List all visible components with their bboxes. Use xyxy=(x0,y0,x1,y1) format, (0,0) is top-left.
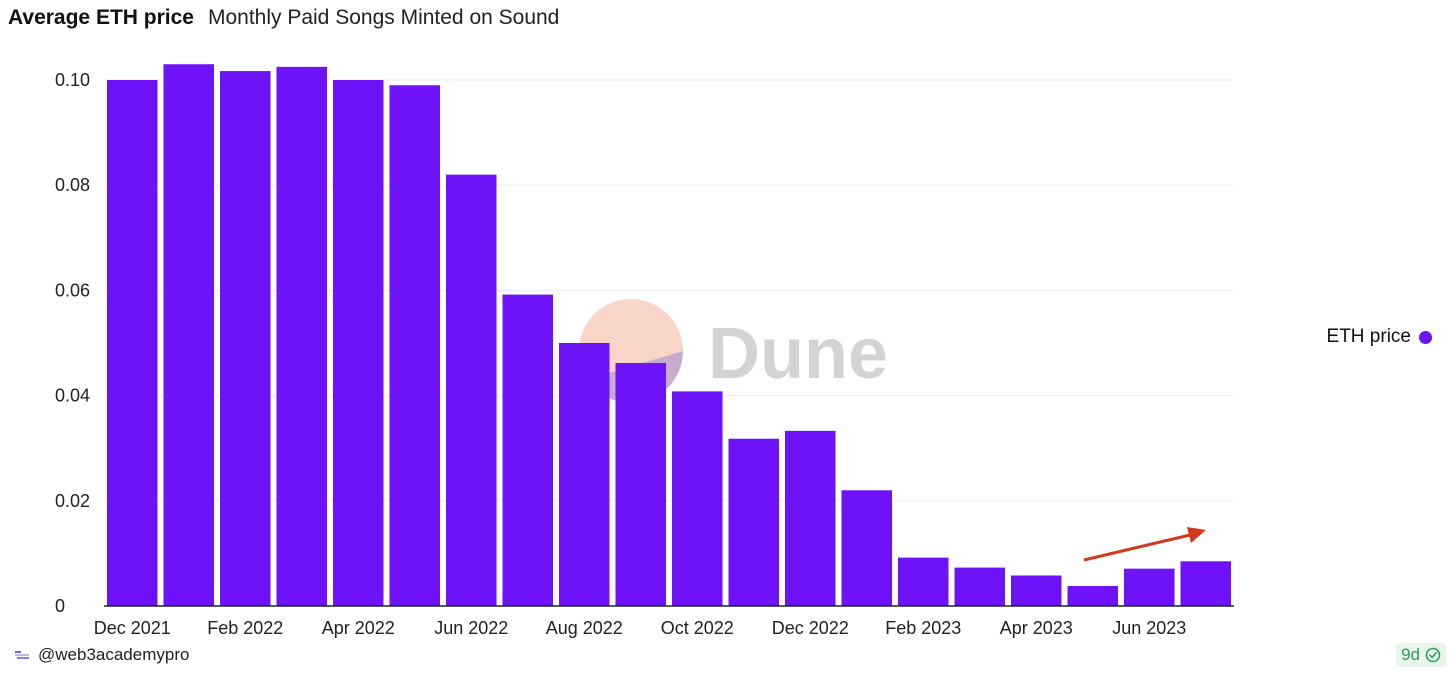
y-tick-label: 0.02 xyxy=(55,491,90,511)
legend[interactable]: ETH price xyxy=(1327,326,1432,348)
x-tick-label: Apr 2023 xyxy=(1000,618,1073,638)
y-axis: 0 0.02 0.04 0.06 0.08 0.10 xyxy=(55,70,90,616)
trend-arrow-line xyxy=(1083,533,1191,562)
bar[interactable] xyxy=(898,557,949,606)
check-circle-icon xyxy=(1425,647,1441,663)
bar[interactable] xyxy=(1180,561,1232,606)
x-tick-label: Oct 2022 xyxy=(661,618,734,638)
bar[interactable] xyxy=(841,490,893,606)
bar[interactable] xyxy=(276,66,328,607)
gridlines xyxy=(104,79,1234,502)
legend-color-dot xyxy=(1419,330,1432,344)
bar[interactable] xyxy=(559,343,610,606)
user-avatar-icon xyxy=(15,651,29,659)
chart-title: Average ETH price xyxy=(8,6,194,29)
legend-label: ETH price xyxy=(1326,326,1411,347)
bar[interactable] xyxy=(785,430,836,606)
y-tick-label: 0.04 xyxy=(55,386,90,406)
y-tick-label: 0.10 xyxy=(55,70,90,90)
bar[interactable] xyxy=(502,294,554,606)
bar[interactable] xyxy=(1011,575,1062,606)
y-tick-label: 0 xyxy=(55,596,65,616)
x-tick-label: Jun 2022 xyxy=(434,618,508,638)
bar[interactable] xyxy=(220,71,271,607)
bar[interactable] xyxy=(163,64,215,607)
x-tick-label: Feb 2023 xyxy=(885,618,961,638)
watermark-text: Dune xyxy=(708,314,888,394)
y-tick-label: 0.06 xyxy=(55,280,90,300)
bar[interactable] xyxy=(615,362,667,606)
bar[interactable] xyxy=(1124,568,1175,606)
x-tick-label: Dec 2021 xyxy=(94,618,171,638)
age-badge: 9d xyxy=(1396,643,1446,667)
chart-subtitle: Monthly Paid Songs Minted on Sound xyxy=(207,6,560,29)
trend-arrow-head xyxy=(1187,527,1206,543)
bar[interactable] xyxy=(1067,586,1119,606)
x-tick-label: Apr 2022 xyxy=(322,618,395,638)
bar[interactable] xyxy=(333,80,384,606)
bar[interactable] xyxy=(728,438,780,606)
bar[interactable] xyxy=(672,391,723,606)
x-tick-label: Jun 2023 xyxy=(1112,618,1186,638)
bar[interactable] xyxy=(389,85,441,606)
bar[interactable] xyxy=(107,80,158,606)
x-tick-label: Aug 2022 xyxy=(546,618,623,638)
bar[interactable] xyxy=(446,174,497,606)
bar[interactable] xyxy=(954,567,1006,606)
author-username: @web3academypro xyxy=(38,645,190,664)
x-tick-label: Dec 2022 xyxy=(772,618,849,638)
x-axis: Dec 2021 Feb 2022 Apr 2022 Jun 2022 Aug 2022… xyxy=(94,605,1234,638)
x-tick-label: Feb 2022 xyxy=(207,618,283,638)
chart-header: Average ETH price Monthly Paid Songs Min… xyxy=(8,6,559,34)
author-credit[interactable]: @web3academypro xyxy=(14,645,189,665)
age-badge-text: 9d xyxy=(1401,645,1420,664)
y-tick-label: 0.08 xyxy=(55,175,90,195)
bars xyxy=(107,64,1232,607)
trend-arrow-annotation xyxy=(1083,527,1206,562)
